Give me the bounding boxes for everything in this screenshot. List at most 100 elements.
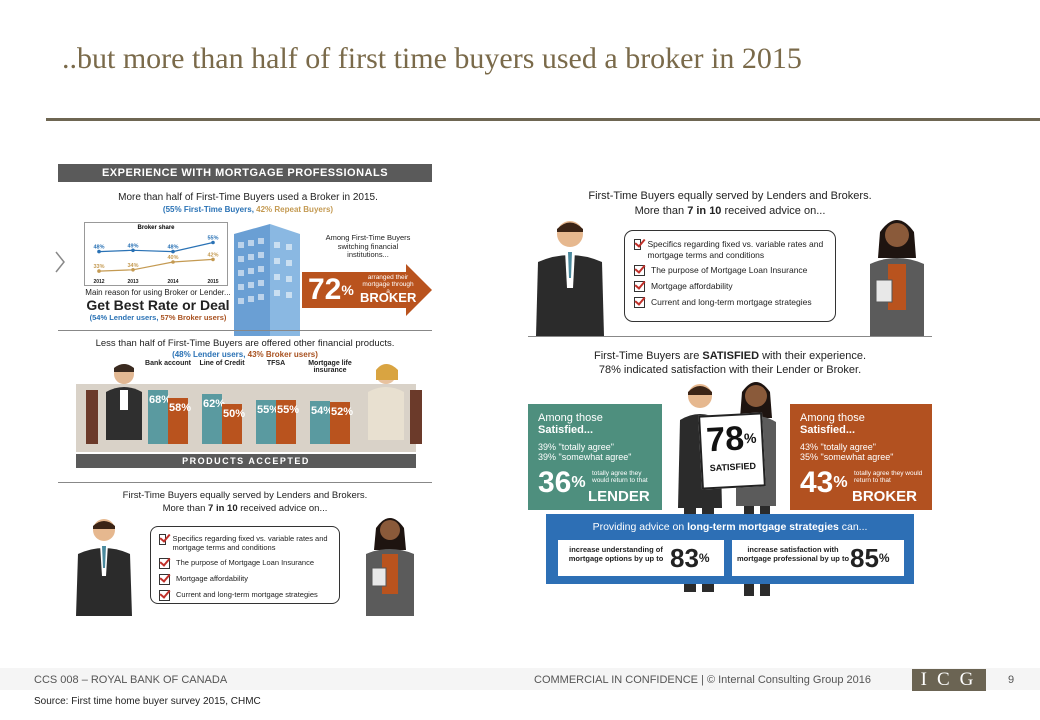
- served-2b: 7 in 10: [208, 503, 238, 514]
- section-header: EXPERIENCE WITH MORTGAGE PROFESSIONALS: [58, 164, 432, 182]
- footer-client: CCS 008 – ROYAL BANK OF CANADA: [34, 674, 228, 686]
- lender-satisfaction-box: Among those Satisfied... 39% "totally ag…: [528, 404, 662, 510]
- page-number: 9: [1008, 674, 1015, 686]
- broker-intro: More than half of First-Time Buyers used…: [118, 192, 378, 203]
- advisor-figure: [364, 360, 424, 457]
- lender-bar-label: 68%: [149, 394, 172, 406]
- year-tick: 2013: [127, 279, 138, 285]
- title-divider: [46, 118, 1040, 121]
- reason-main: Get Best Rate or Deal: [86, 297, 230, 313]
- advice-item-text: Mortgage affordability: [176, 573, 248, 583]
- ftb-series-line: [98, 241, 214, 253]
- repeat-label: 34%: [127, 263, 138, 269]
- served-2c: received advice on...: [237, 503, 328, 514]
- broker-arrow: 72% arranged their mortgage through a BR…: [302, 264, 432, 316]
- divider: [58, 482, 432, 483]
- divider: [528, 336, 932, 337]
- advice-item: Mortgage affordability: [159, 573, 331, 585]
- advice-item-text: Current and long-term mortgage strategie…: [651, 297, 812, 308]
- repeat-point: [211, 257, 215, 262]
- source-note: Source: First time home buyer survey 201…: [34, 696, 261, 707]
- satisfaction-pct-sign: %: [878, 551, 890, 565]
- long-term-strategy-box: Providing advice on long-term mortgage s…: [546, 514, 914, 584]
- checkbox-icon: [634, 281, 645, 293]
- sign-pct: %: [743, 429, 757, 447]
- building-illustration: [230, 224, 302, 336]
- switch-broker: BROKER: [360, 290, 417, 305]
- lender-box-big-number: 36: [538, 466, 572, 499]
- understanding-pct: 83%: [670, 544, 710, 572]
- footer-confidentiality: COMMERCIAL IN CONFIDENCE | © Internal Co…: [534, 674, 871, 686]
- reason-sub-lender: (54% Lender users,: [89, 313, 159, 322]
- sign-number: 78%: [701, 419, 763, 460]
- checkbox-icon: [634, 239, 642, 250]
- served-2b: 7 in 10: [687, 205, 722, 217]
- woman-figure: [360, 514, 420, 621]
- lender-bar: [202, 394, 222, 444]
- broker-box-big-number: 43: [800, 466, 834, 499]
- lender-bar: [256, 400, 276, 444]
- repeat-point: [131, 268, 135, 272]
- advice-item-text: The purpose of Mortgage Loan Insurance: [176, 557, 315, 567]
- repeat-label: 40%: [167, 255, 178, 261]
- broker-box-line1: 43% "totally agree": [800, 442, 876, 452]
- served-line-1: First-Time Buyers equally served by Lend…: [122, 490, 368, 501]
- satisfaction-pct: 85%: [850, 544, 890, 572]
- products-bars: Bank account 68% 58% Line of Credit 62% 50% TF…: [145, 360, 368, 444]
- divider: [58, 330, 432, 331]
- satisfied-1b: SATISFIED: [702, 350, 760, 362]
- product-label: Bank account: [145, 360, 191, 367]
- broker-bar-label: 55%: [277, 404, 300, 416]
- advice-bubble: Specifics regarding fixed vs. variable r…: [150, 526, 340, 604]
- lender-bar: [148, 390, 168, 444]
- ftb-label: 48%: [167, 245, 178, 251]
- broker-share-chart: Broker share 48% 49% 48% 55% 33% 34% 40% 42% 201…: [84, 222, 228, 286]
- understanding-text: increase understanding of mortgage optio…: [568, 545, 664, 563]
- products-sub-broker: 43% Broker users): [245, 350, 318, 359]
- repeat-label: 42%: [207, 252, 218, 258]
- checkbox-icon: [159, 557, 170, 569]
- reason-intro: Main reason for using Broker or Lender..…: [85, 288, 231, 297]
- lender-box-title-b: Satisfied...: [538, 424, 594, 436]
- broker-box-word: BROKER: [852, 488, 918, 505]
- switch-pct: 72%: [308, 272, 354, 308]
- served-2a: More than: [634, 205, 688, 217]
- repeat-point: [171, 260, 175, 264]
- blue-title-c: can...: [838, 521, 868, 533]
- blue-box-title: Providing advice on long-term mortgage s…: [546, 521, 914, 533]
- lender-box-big: 36%: [538, 468, 586, 498]
- slide-title: ..but more than half of first time buyer…: [62, 42, 802, 75]
- advice-item-text: Current and long-term mortgage strategie…: [176, 589, 318, 599]
- product-label: TFSA: [266, 360, 286, 367]
- man-figure: [532, 216, 608, 341]
- ftb-point: [97, 249, 101, 254]
- customer-figure: [84, 360, 144, 457]
- products-footer: PRODUCTS ACCEPTED: [76, 454, 416, 468]
- broker-bar: [330, 402, 350, 444]
- checkbox-icon: [159, 573, 170, 585]
- broker-box-pct: %: [833, 474, 848, 491]
- advice-item: Mortgage affordability: [634, 281, 826, 293]
- satisfied-sign: 78% SATISFIED: [698, 412, 766, 490]
- served-2a: More than: [162, 503, 209, 514]
- reason-sub: (54% Lender users, 57% Broker users): [72, 313, 244, 322]
- broker-box-title-b: Satisfied...: [800, 424, 856, 436]
- icg-logo: ICG: [912, 669, 986, 691]
- advice-item-text: The purpose of Mortgage Loan Insurance: [651, 265, 808, 276]
- broker-bar-label: 52%: [331, 406, 354, 418]
- right-infographic: First-Time Buyers equally served by Lend…: [528, 182, 932, 602]
- blue-title-b: long-term mortgage strategies: [687, 521, 839, 533]
- advice-item-text: Specifics regarding fixed vs. variable r…: [172, 534, 328, 553]
- ftb-label: 49%: [127, 243, 138, 249]
- ftb-label: 48%: [93, 245, 104, 251]
- satisfied-1c: with their experience.: [759, 350, 867, 362]
- switch-intro: Among First-Time Buyers switching financ…: [325, 233, 411, 260]
- satisfied-1a: First-Time Buyers are: [593, 350, 703, 362]
- chevron-left-icon[interactable]: [54, 250, 66, 279]
- left-infographic: EXPERIENCE WITH MORTGAGE PROFESSIONALS M…: [58, 164, 432, 616]
- sign-number-value: 78: [705, 419, 746, 460]
- advice-item: Current and long-term mortgage strategie…: [634, 297, 826, 309]
- satisfaction-card: increase satisfaction with mortgage prof…: [732, 540, 904, 576]
- broker-box-small: totally agree they would return to that: [854, 470, 923, 485]
- advice-item: Current and long-term mortgage strategie…: [159, 589, 331, 601]
